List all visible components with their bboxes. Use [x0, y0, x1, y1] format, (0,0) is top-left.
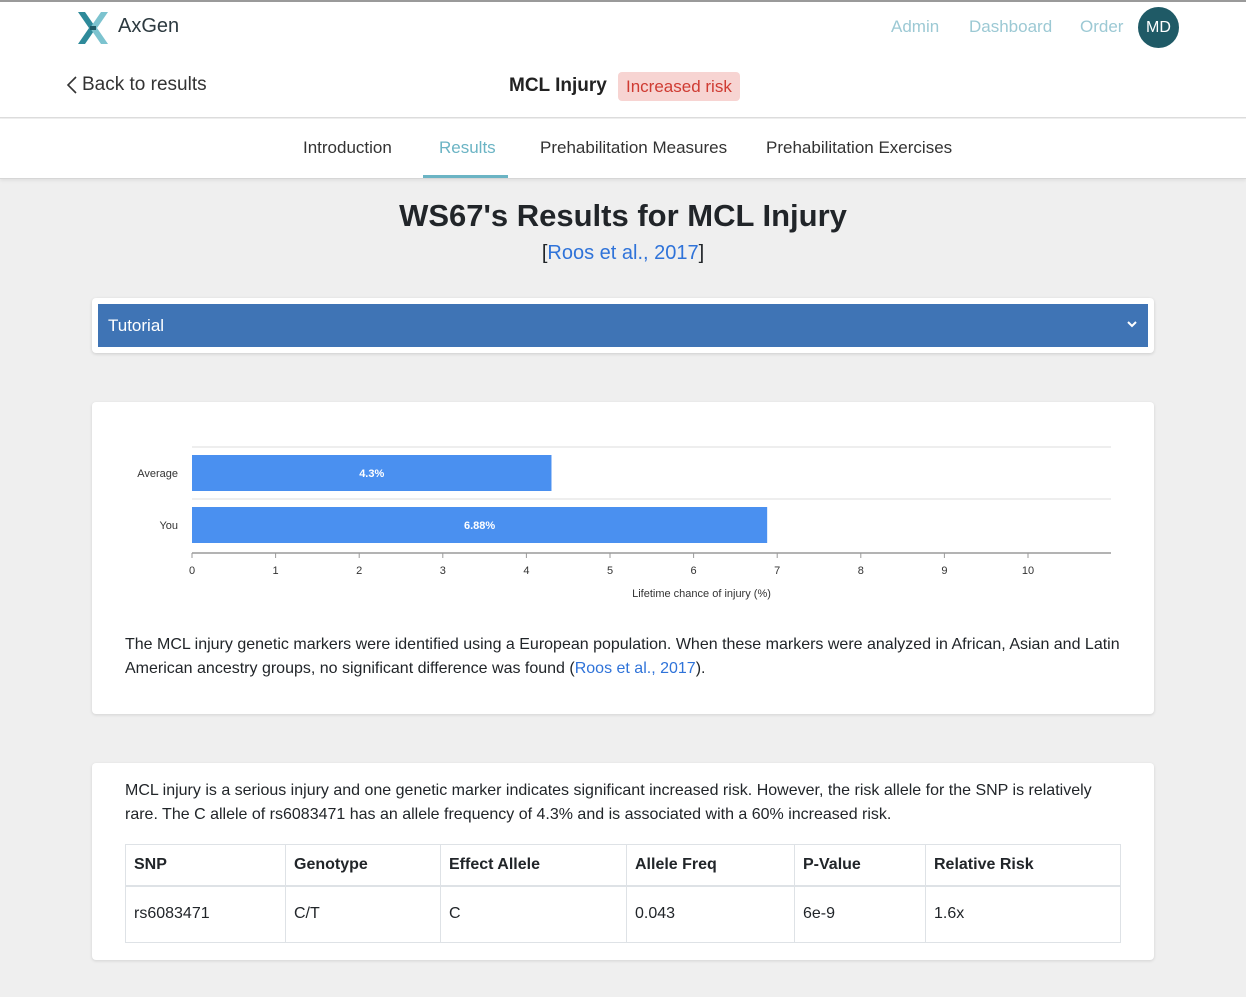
- section-tabs: Introduction Results Prehabilitation Mea…: [0, 119, 1246, 179]
- chart-tick-label: 4: [523, 565, 529, 577]
- risk-chart-card: 4.3% Average 6.88% You 0 1 2 3 4 5 6 7 8 9 10 Lifetime …: [92, 402, 1154, 714]
- cell-effect-allele: C: [440, 885, 627, 943]
- tab-results[interactable]: Results: [439, 138, 496, 157]
- risk-badge: Increased risk: [618, 72, 740, 101]
- cell-allele-freq: 0.043: [626, 885, 795, 943]
- citation: [Roos et al., 2017]: [0, 242, 1246, 265]
- tab-prehabilitation-exercises[interactable]: Prehabilitation Exercises: [766, 138, 953, 157]
- active-tab-indicator: [423, 175, 508, 178]
- citation-link[interactable]: Roos et al., 2017: [547, 242, 699, 264]
- chevron-down-icon: [1127, 321, 1137, 328]
- chart-tick-label: 10: [1022, 565, 1034, 577]
- snp-table: SNP Genotype Effect Allele Allele Freq P…: [125, 844, 1121, 943]
- tab-prehabilitation-measures[interactable]: Prehabilitation Measures: [540, 138, 728, 157]
- risk-bar-chart: 4.3% Average 6.88% You 0 1 2 3 4 5 6 7 8 9 10 Lifetime …: [137, 446, 1111, 600]
- column-header-allele-freq: Allele Freq: [626, 844, 795, 887]
- snp-summary: MCL injury is a serious injury and one g…: [125, 782, 1092, 823]
- cell-snp: rs6083471: [125, 885, 286, 943]
- window-top-border: [0, 0, 1246, 2]
- chart-bar-you: [192, 507, 768, 543]
- chart-tick-label: 0: [189, 565, 195, 577]
- chart-note-end: ).: [695, 660, 706, 677]
- chart-tick-label: 3: [440, 565, 446, 577]
- tutorial-card: Tutorial: [92, 298, 1154, 353]
- chevron-left-icon: [66, 76, 77, 94]
- chart-tick-label: 1: [273, 565, 279, 577]
- column-header-effect-allele: Effect Allele: [440, 844, 627, 887]
- brand-name[interactable]: AxGen: [118, 15, 180, 37]
- citation-bracket-open: [: [541, 242, 548, 264]
- chart-x-axis-label: Lifetime chance of injury (%): [632, 588, 771, 600]
- citation-bracket-close: ]: [698, 242, 705, 264]
- cell-p-value: 6e-9: [794, 885, 926, 943]
- chart-data-label: 6.88%: [464, 520, 495, 532]
- chart-note: The MCL injury genetic markers were iden…: [125, 633, 1125, 681]
- chart-category-label: Average: [137, 468, 178, 480]
- nav-admin-link[interactable]: Admin: [891, 17, 940, 36]
- tutorial-toggle[interactable]: Tutorial: [98, 304, 1148, 347]
- cell-genotype: C/T: [285, 885, 441, 943]
- column-header-snp: SNP: [125, 844, 286, 887]
- page-title: WS67's Results for MCL Injury: [399, 198, 847, 233]
- chart-note-citation-link[interactable]: Roos et al., 2017: [574, 660, 696, 677]
- column-header-p-value: P-Value: [794, 844, 926, 887]
- chart-data-label: 4.3%: [359, 468, 384, 480]
- chart-bar-average: [192, 455, 552, 491]
- chart-note-text: The MCL injury genetic markers were iden…: [125, 636, 1120, 677]
- chart-tick-label: 5: [607, 565, 613, 577]
- tab-introduction[interactable]: Introduction: [303, 138, 392, 157]
- axgen-logo-icon[interactable]: [76, 10, 110, 46]
- chart-tick-label: 6: [691, 565, 697, 577]
- column-header-relative-risk: Relative Risk: [925, 844, 1121, 887]
- chart-tick-label: 2: [356, 565, 362, 577]
- back-label: Back to results: [82, 74, 207, 95]
- table-row: rs6083471 C/T C 0.043 6e-9 1.6x: [125, 885, 1121, 943]
- condition-title: MCL Injury: [509, 75, 607, 96]
- chart-tick-label: 9: [941, 565, 947, 577]
- column-header-genotype: Genotype: [285, 844, 441, 887]
- nav-order-link[interactable]: Order: [1080, 17, 1124, 36]
- tutorial-label: Tutorial: [108, 316, 165, 335]
- cell-relative-risk: 1.6x: [925, 885, 1121, 943]
- app-header: AxGen Admin Dashboard Order MD Back to r…: [0, 2, 1246, 118]
- nav-dashboard-link[interactable]: Dashboard: [969, 17, 1053, 36]
- chart-tick-label: 8: [858, 565, 864, 577]
- chart-category-label: You: [159, 520, 178, 532]
- table-header-row: SNP Genotype Effect Allele Allele Freq P…: [125, 844, 1121, 887]
- user-avatar[interactable]: MD: [1138, 7, 1179, 48]
- back-to-results-link[interactable]: Back to results: [66, 74, 207, 96]
- snp-card: MCL injury is a serious injury and one g…: [92, 763, 1154, 960]
- chart-tick-label: 7: [774, 565, 780, 577]
